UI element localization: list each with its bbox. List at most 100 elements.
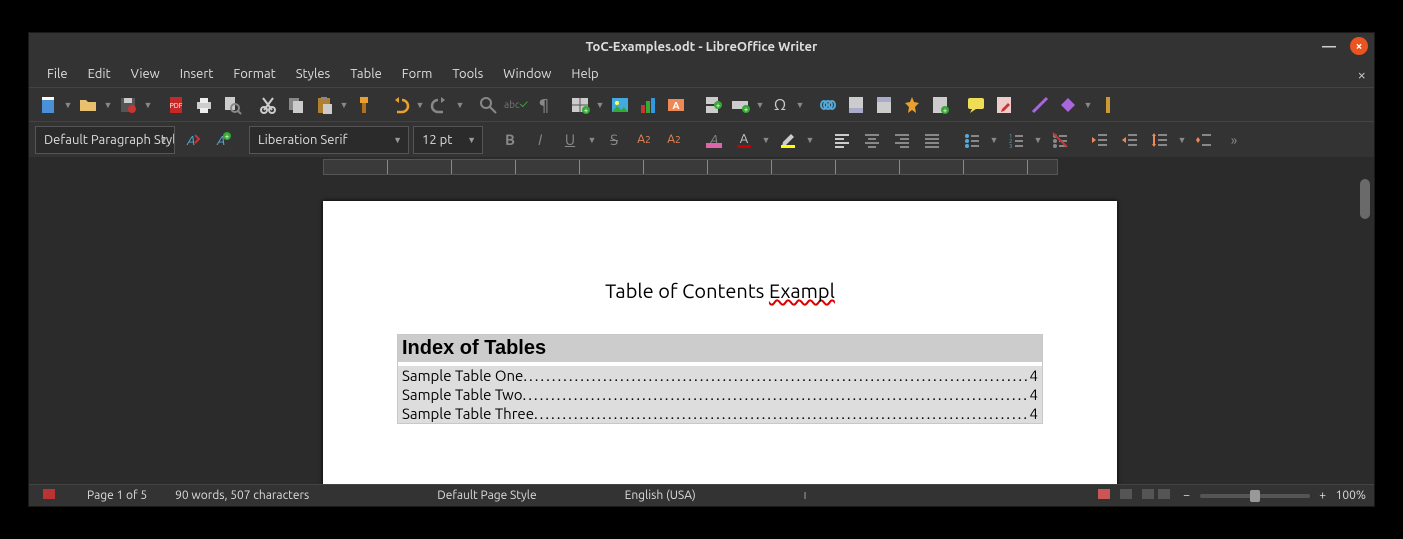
- bold-icon[interactable]: B: [497, 127, 523, 153]
- highlight-color-icon[interactable]: [775, 127, 801, 153]
- insert-image-icon[interactable]: [607, 92, 633, 118]
- print-preview-icon[interactable]: [219, 92, 245, 118]
- new-doc-dropdown[interactable]: ▼: [63, 100, 73, 110]
- save-icon[interactable]: [115, 92, 141, 118]
- insert-symbol-icon[interactable]: Ω: [767, 92, 793, 118]
- open-icon[interactable]: [75, 92, 101, 118]
- insert-symbol-dropdown[interactable]: ▼: [795, 100, 805, 110]
- menu-file[interactable]: File: [37, 63, 78, 85]
- status-save-icon[interactable]: [37, 489, 65, 502]
- highlight-color-dropdown[interactable]: ▼: [805, 135, 815, 145]
- document-canvas[interactable]: Table of Contents Exampl Index of Tables…: [29, 177, 1374, 484]
- font-name-combo[interactable]: Liberation Serif ▼: [249, 126, 409, 154]
- line-spacing-icon[interactable]: [1147, 127, 1173, 153]
- view-single-page-icon[interactable]: [1098, 489, 1114, 502]
- menu-edit[interactable]: Edit: [78, 63, 121, 85]
- zoom-out-button[interactable]: −: [1180, 489, 1194, 502]
- redo-dropdown[interactable]: ▼: [455, 100, 465, 110]
- status-language[interactable]: English (USA): [619, 489, 702, 502]
- print-icon[interactable]: [191, 92, 217, 118]
- clone-formatting-icon[interactable]: [351, 92, 377, 118]
- zoom-value[interactable]: 100%: [1336, 489, 1366, 502]
- more-icon[interactable]: »: [1221, 127, 1247, 153]
- view-multi-page-icon[interactable]: [1120, 489, 1136, 502]
- menu-table[interactable]: Table: [340, 63, 392, 85]
- insert-footnote-icon[interactable]: [843, 92, 869, 118]
- new-style-icon[interactable]: A+: [209, 127, 235, 153]
- superscript-icon[interactable]: A2: [631, 127, 657, 153]
- menu-tools[interactable]: Tools: [442, 63, 493, 85]
- insert-chart-icon[interactable]: [635, 92, 661, 118]
- clear-formatting-icon[interactable]: A: [701, 127, 727, 153]
- increase-indent-icon[interactable]: [1087, 127, 1113, 153]
- menu-styles[interactable]: Styles: [286, 63, 340, 85]
- underline-icon[interactable]: U: [557, 127, 583, 153]
- open-dropdown[interactable]: ▼: [103, 100, 113, 110]
- horizontal-ruler[interactable]: [323, 159, 1058, 175]
- insert-line-icon[interactable]: [1027, 92, 1053, 118]
- insert-cross-ref-icon[interactable]: +: [927, 92, 953, 118]
- line-spacing-dropdown[interactable]: ▼: [1177, 135, 1187, 145]
- undo-dropdown[interactable]: ▼: [415, 100, 425, 110]
- basic-shapes-dropdown[interactable]: ▼: [1083, 100, 1093, 110]
- save-dropdown[interactable]: ▼: [143, 100, 153, 110]
- formatting-marks-icon[interactable]: ¶: [531, 92, 557, 118]
- copy-icon[interactable]: [283, 92, 309, 118]
- font-size-combo[interactable]: 12 pt ▼: [413, 126, 483, 154]
- menu-format[interactable]: Format: [223, 63, 285, 85]
- basic-shapes-icon[interactable]: [1055, 92, 1081, 118]
- zoom-slider[interactable]: [1200, 494, 1310, 498]
- draw-functions-icon[interactable]: [1095, 92, 1121, 118]
- menu-view[interactable]: View: [121, 63, 170, 85]
- no-list-icon[interactable]: [1047, 127, 1073, 153]
- para-spacing-icon[interactable]: [1191, 127, 1217, 153]
- vertical-scrollbar[interactable]: [1360, 179, 1370, 219]
- font-color-dropdown[interactable]: ▼: [761, 135, 771, 145]
- view-book-icon[interactable]: [1142, 489, 1174, 502]
- track-changes-icon[interactable]: [991, 92, 1017, 118]
- number-list-icon[interactable]: 123: [1003, 127, 1029, 153]
- paragraph-style-combo[interactable]: Default Paragraph Style ▼: [35, 126, 175, 154]
- bullet-list-dropdown[interactable]: ▼: [989, 135, 999, 145]
- insert-field-dropdown[interactable]: ▼: [755, 100, 765, 110]
- insert-textbox-icon[interactable]: A: [663, 92, 689, 118]
- number-list-dropdown[interactable]: ▼: [1033, 135, 1043, 145]
- export-pdf-icon[interactable]: PDF: [163, 92, 189, 118]
- align-left-icon[interactable]: [829, 127, 855, 153]
- paste-dropdown[interactable]: ▼: [339, 100, 349, 110]
- cut-icon[interactable]: [255, 92, 281, 118]
- insert-bookmark-icon[interactable]: [899, 92, 925, 118]
- status-insert-mode[interactable]: I: [798, 489, 813, 502]
- new-doc-icon[interactable]: [35, 92, 61, 118]
- insert-endnote-icon[interactable]: [871, 92, 897, 118]
- insert-comment-icon[interactable]: [963, 92, 989, 118]
- undo-icon[interactable]: [387, 92, 413, 118]
- strikethrough-icon[interactable]: S: [601, 127, 627, 153]
- zoom-in-button[interactable]: +: [1316, 489, 1330, 502]
- insert-table-icon[interactable]: +: [567, 92, 593, 118]
- paste-icon[interactable]: [311, 92, 337, 118]
- align-justify-icon[interactable]: [919, 127, 945, 153]
- decrease-indent-icon[interactable]: [1117, 127, 1143, 153]
- update-style-icon[interactable]: A: [179, 127, 205, 153]
- status-word-count[interactable]: 90 words, 507 characters: [169, 489, 315, 502]
- status-page[interactable]: Page 1 of 5: [81, 489, 153, 502]
- font-color-icon[interactable]: A: [731, 127, 757, 153]
- subscript-icon[interactable]: A2: [661, 127, 687, 153]
- menu-window[interactable]: Window: [493, 63, 561, 85]
- insert-page-break-icon[interactable]: +: [699, 92, 725, 118]
- menu-insert[interactable]: Insert: [170, 63, 224, 85]
- insert-field-icon[interactable]: +: [727, 92, 753, 118]
- menu-help[interactable]: Help: [561, 63, 608, 85]
- bullet-list-icon[interactable]: [959, 127, 985, 153]
- align-center-icon[interactable]: [859, 127, 885, 153]
- close-document-button[interactable]: ×: [1358, 66, 1366, 83]
- insert-table-dropdown[interactable]: ▼: [595, 100, 605, 110]
- underline-dropdown[interactable]: ▼: [587, 135, 597, 145]
- italic-icon[interactable]: I: [527, 127, 553, 153]
- redo-icon[interactable]: [427, 92, 453, 118]
- menu-form[interactable]: Form: [392, 63, 443, 85]
- status-page-style[interactable]: Default Page Style: [431, 489, 542, 502]
- window-close-button[interactable]: ×: [1350, 37, 1368, 55]
- window-minimize-button[interactable]: —: [1320, 37, 1338, 55]
